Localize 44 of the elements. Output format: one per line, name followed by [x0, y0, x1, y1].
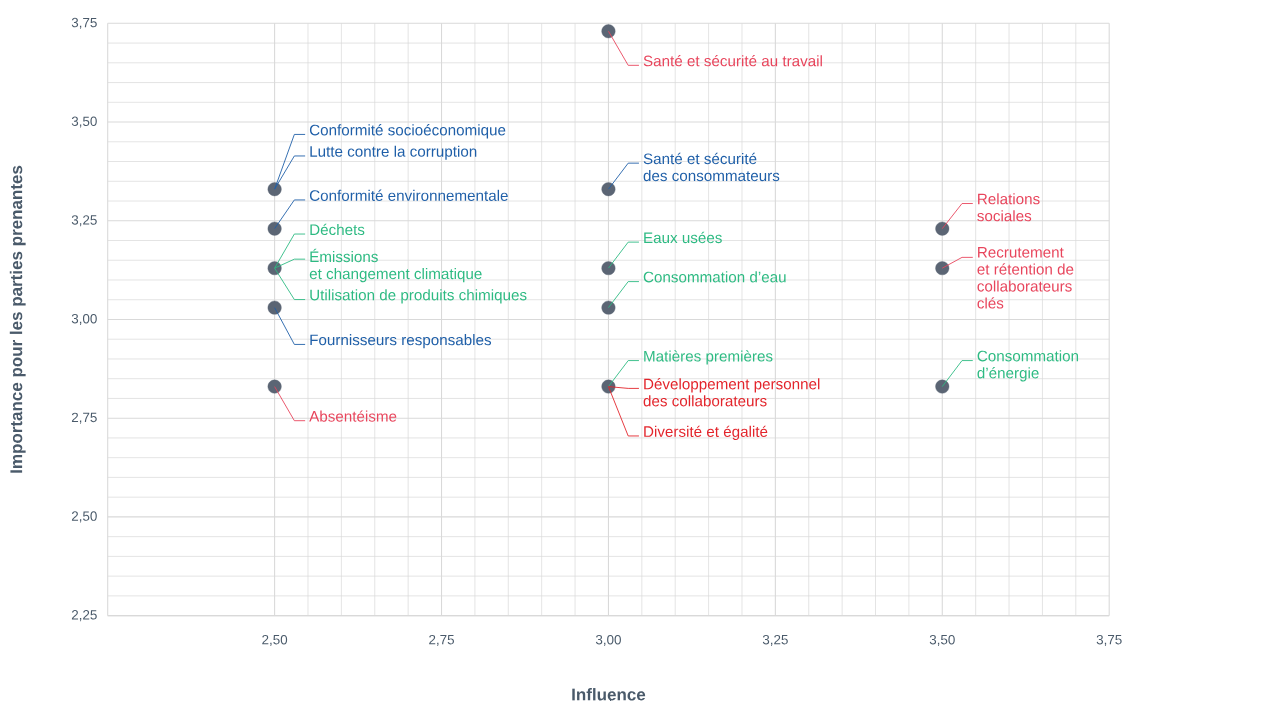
y-tick-label: 2,50: [71, 511, 97, 523]
point: [601, 261, 616, 276]
y-tick-label: 3,00: [71, 314, 97, 326]
x-tick-label: 3,75: [1096, 635, 1122, 647]
point: [935, 261, 950, 276]
point: [267, 300, 282, 315]
annotation: Émissions et changement climatique: [309, 249, 482, 283]
annotation: Développement personnel des collaborateurs: [643, 378, 820, 407]
annotation: Conformité environnementale: [309, 189, 508, 202]
point: [935, 379, 950, 394]
y-tick-label: 3,50: [71, 116, 97, 128]
annotation: Santé et sécurité au travail: [643, 55, 822, 67]
point: [267, 379, 282, 394]
annotation: Eaux usées: [644, 232, 722, 244]
point: [601, 24, 616, 39]
y-tick-label: 3,75: [71, 18, 97, 30]
annotation: Consommation d’eau: [643, 271, 786, 283]
x-tick-label: 3,50: [929, 635, 955, 647]
x-tick-label: 2,50: [262, 635, 288, 647]
annotation: Absentéisme: [309, 410, 397, 422]
x-tick-label: 2,75: [429, 635, 455, 647]
point: [267, 221, 282, 236]
y-tick-label: 2,25: [71, 610, 97, 622]
annotation: Recrutement et rétention de collaborateurs clés: [977, 247, 1074, 309]
annotation: Matières premières: [644, 350, 773, 365]
annotation: Conformité socioéconomique: [309, 124, 506, 139]
point: [267, 182, 282, 197]
point: [601, 182, 616, 197]
annotation: Fournisseurs responsables: [310, 334, 492, 349]
x-axis-title: Influence: [572, 688, 646, 701]
y-tick-label: 3,25: [71, 215, 97, 227]
annotation: Lutte contre la corruption: [310, 145, 477, 161]
annotation: Utilisation de produits chimiques: [310, 289, 527, 304]
annotation: Consommation d’énergie: [977, 350, 1079, 382]
annotation: Relations sociales: [977, 193, 1040, 222]
y-tick-label: 2,75: [71, 412, 97, 424]
point: [601, 300, 616, 315]
y-axis-title: Importance pour les parties prenantes: [9, 166, 26, 473]
x-tick-label: 3,00: [595, 635, 621, 647]
x-tick-label: 3,25: [762, 635, 788, 647]
point: [935, 221, 950, 236]
annotation: Déchets: [310, 223, 365, 236]
annotation: Diversité et égalité: [644, 425, 768, 441]
annotation: Santé et sécurité des consommateurs: [643, 153, 780, 182]
